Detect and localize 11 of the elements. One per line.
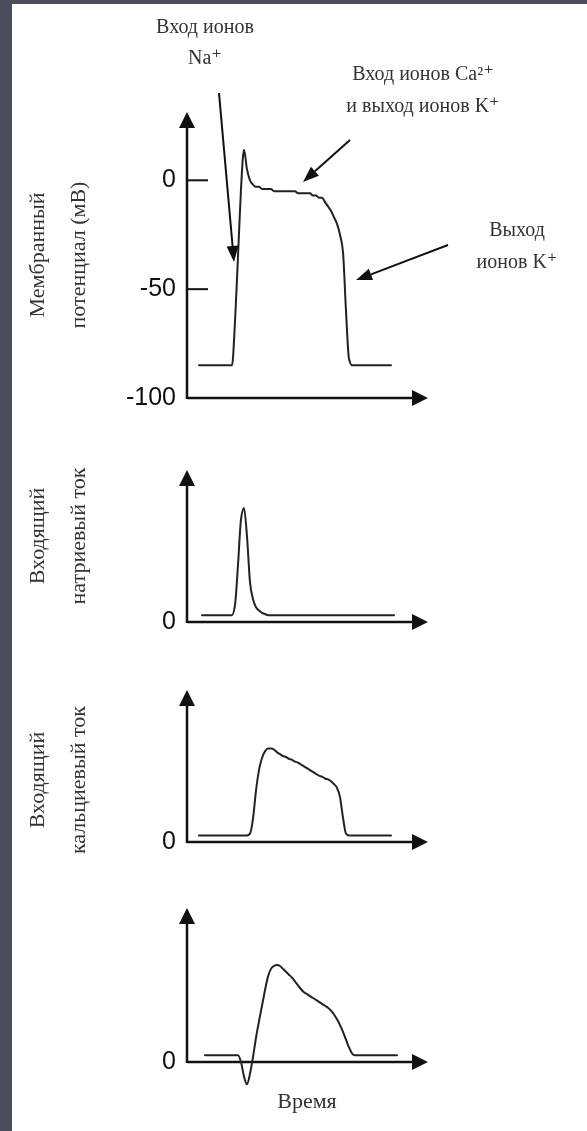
y-axis-title: Входящий натриевый ток <box>24 467 91 605</box>
text: Выход ионов K⁺ <box>476 218 558 272</box>
annotation: Вход ионов Ca²⁺ и выход ионов K⁺ <box>346 62 500 117</box>
y-tick-label: -100 <box>125 381 176 410</box>
text: Вход ионов Na⁺ <box>156 15 254 68</box>
line-series <box>198 148 392 367</box>
y-axis-title: Входящий кальциевый ток <box>24 705 91 855</box>
y-tick-label: 0 <box>162 163 176 192</box>
y-axis-title: Мембранный потенциал (мВ) <box>24 181 91 329</box>
y-tick-label: -50 <box>139 272 176 301</box>
x-axis-title: Время <box>277 1088 337 1113</box>
